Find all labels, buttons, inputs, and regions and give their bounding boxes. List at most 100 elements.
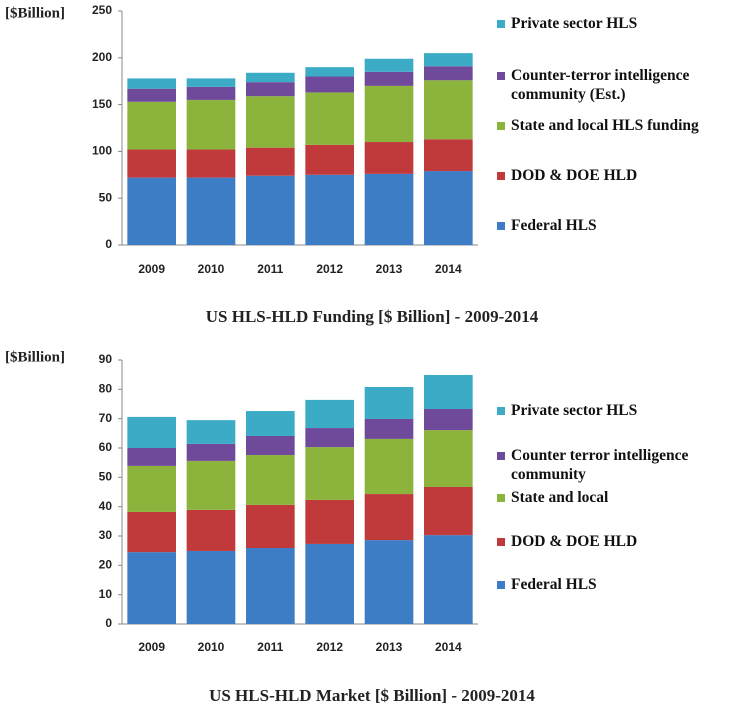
legend-swatch [497,172,505,180]
bar-segment [364,386,414,419]
bar-segment [246,411,295,436]
bar-segment [246,548,295,624]
bar-segment [246,175,295,245]
bar-segment [127,552,176,624]
legend-item: Private sector HLS [497,401,755,420]
x-tick-label: 2010 [198,640,225,654]
legend-item: Federal HLS [497,575,755,594]
legend-swatch [497,581,505,589]
bar-segment [186,509,236,551]
bar-segment [424,80,473,140]
y-tick-label: 80 [99,382,113,396]
legend-item: Federal HLS [497,216,755,235]
chart-title: US HLS-HLD Market [$ Billion] - 2009-201… [209,686,535,705]
legend-swatch [497,452,505,460]
bar-segment [305,399,354,429]
bar-segment [305,447,354,500]
bar-segment [305,428,354,448]
bar-segment [246,82,295,97]
legend-label: DOD & DOE HLD [511,167,638,184]
x-tick-label: 2011 [257,640,283,654]
bar-segment [424,139,473,172]
bar-segment [127,149,176,178]
bar-segment [364,494,414,541]
x-tick-label: 2014 [435,262,462,276]
y-tick-label: 90 [99,352,113,366]
legend-swatch [497,407,505,415]
bar-segment [127,416,176,448]
bar-segment [364,540,414,624]
bar-segment [424,66,473,81]
legend-swatch [497,122,505,130]
bar-segment [246,435,295,456]
bar-segment [246,96,295,148]
bar-segment [186,86,236,100]
bar-segment [127,78,176,89]
legend-label: Counter-terror intelligence community (E… [511,67,690,103]
x-tick-label: 2011 [257,262,283,276]
bar-segment [186,550,236,624]
bar-segment [364,85,414,143]
bar-segment [186,420,236,444]
bar-segment [246,504,295,549]
legend-item: DOD & DOE HLD [497,532,755,551]
y-tick-label: 50 [99,470,113,484]
bar-segment [127,177,176,245]
x-tick-label: 2009 [138,262,165,276]
bar-segment [127,88,176,102]
legend-label: Private sector HLS [511,15,638,32]
bar-segment [364,173,414,245]
bar-segment [364,418,414,439]
bar-segment [186,149,236,178]
bar-segment [127,101,176,150]
legend-label: Federal HLS [511,217,597,234]
x-tick-label: 2012 [316,640,343,654]
bar-segment [305,76,354,93]
bar-segment [246,455,295,505]
legend-swatch [497,494,505,502]
legend-item: State and local [497,488,755,507]
y-tick-label: 150 [92,97,112,111]
x-tick-label: 2014 [435,640,462,654]
y-tick-label: 0 [105,616,112,630]
bar-segment [186,177,236,245]
legend-swatch [497,222,505,230]
legend-item: Counter terror intelligence community [497,446,755,484]
y-tick-label: 10 [99,587,113,601]
bar-segment [305,174,354,245]
y-axis-label: [$Billion] [5,5,65,21]
y-tick-label: 40 [99,499,113,513]
y-tick-label: 50 [99,190,113,204]
bar-segment [305,144,354,175]
bar-segment [246,72,295,83]
legend-item: State and local HLS funding [497,116,755,135]
legend-item: DOD & DOE HLD [497,166,755,185]
legend-swatch [497,538,505,546]
bar-segment [424,430,473,488]
x-tick-label: 2010 [198,262,225,276]
y-tick-label: 250 [92,3,112,17]
x-tick-label: 2012 [316,262,343,276]
bar-segment [186,78,236,87]
y-tick-label: 70 [99,411,113,425]
bar-segment [305,543,354,624]
bar-segment [305,67,354,77]
bar-segment [127,448,176,466]
bar-segment [186,443,236,461]
y-tick-label: 100 [92,144,112,158]
bar-segment [424,171,473,245]
y-tick-label: 200 [92,50,112,64]
bar-segment [424,408,473,431]
y-tick-label: 60 [99,440,113,454]
bar-segment [424,487,473,536]
bar-segment [186,460,236,510]
bar-segment [424,53,473,67]
bar-segment [364,142,414,174]
x-tick-label: 2013 [376,262,403,276]
chart-title: US HLS-HLD Funding [$ Billion] - 2009-20… [206,307,539,326]
y-tick-label: 30 [99,528,113,542]
bar-segment [364,438,414,495]
bar-segment [364,71,414,86]
